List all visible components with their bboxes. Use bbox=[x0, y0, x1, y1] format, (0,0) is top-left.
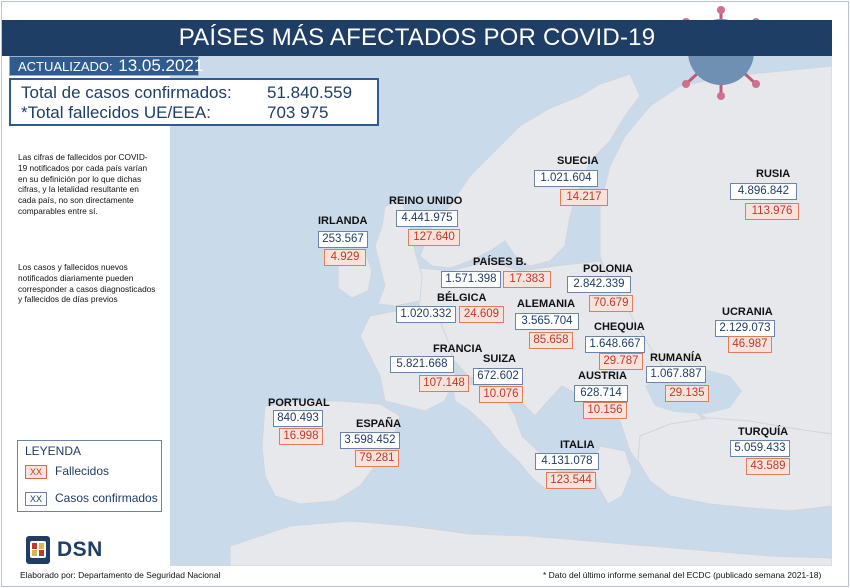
updated-label: ACTUALIZADO: bbox=[18, 59, 113, 74]
cases-box-espana: 3.598.452 bbox=[340, 432, 400, 449]
cases-box-suecia: 1.021.604 bbox=[534, 170, 598, 187]
total-cases-row: Total de casos confirmados: 51.840.559 bbox=[21, 83, 352, 103]
legend-swatch-cases: XX bbox=[25, 491, 47, 506]
cases-box-polonia: 2.842.339 bbox=[567, 276, 631, 293]
updated-badge: ACTUALIZADO: 13.05.2021 bbox=[9, 56, 203, 76]
country-name-espana: ESPAÑA bbox=[356, 418, 402, 430]
legend-item-cases: XX Casos confirmados bbox=[25, 491, 158, 506]
total-deaths-row: *Total fallecidos UE/EEA: 703 975 bbox=[21, 103, 328, 123]
cases-box-alemania: 3.565.704 bbox=[515, 313, 579, 330]
note-daily-reports: Los casos y fallecidos nuevos notificado… bbox=[18, 262, 156, 305]
deaths-box-turquia: 43.589 bbox=[746, 458, 790, 475]
deaths-box-austria: 10.156 bbox=[583, 402, 627, 419]
country-name-suiza: SUIZA bbox=[483, 353, 516, 365]
country-name-alemania: ALEMANIA bbox=[517, 298, 576, 310]
country-name-rusia: RUSIA bbox=[756, 168, 791, 180]
country-name-polonia: POLONIA bbox=[583, 263, 634, 275]
country-name-rumania: RUMANÍA bbox=[650, 352, 702, 364]
deaths-box-alemania: 85.658 bbox=[529, 332, 573, 349]
land-scandinavia bbox=[419, 73, 641, 269]
deaths-box-portugal: 16.998 bbox=[279, 428, 323, 445]
deaths-box-rumania: 29.135 bbox=[665, 385, 709, 402]
deaths-box-italia: 123.544 bbox=[546, 472, 596, 489]
cases-box-paises-bajos: 1.571.398 bbox=[441, 271, 501, 288]
deaths-box-suiza: 10.076 bbox=[479, 386, 523, 403]
logo-text: DSN bbox=[57, 538, 103, 561]
deaths-box-chequia: 29.787 bbox=[599, 353, 643, 370]
deaths-box-ucrania: 46.987 bbox=[728, 336, 772, 353]
cases-box-ucrania: 2.129.073 bbox=[715, 320, 775, 337]
updated-date: 13.05.2021 bbox=[118, 56, 204, 75]
country-name-chequia: CHEQUIA bbox=[594, 321, 645, 333]
cases-box-rusia: 4.896.842 bbox=[730, 183, 797, 200]
deaths-box-francia: 107.148 bbox=[419, 375, 469, 392]
country-name-portugal: PORTUGAL bbox=[268, 397, 330, 409]
deaths-box-paises-bajos: 17.383 bbox=[503, 271, 551, 288]
cases-box-belgica: 1.020.332 bbox=[396, 306, 456, 323]
page-title: PAÍSES MÁS AFECTADOS POR COVID-19 bbox=[178, 24, 656, 51]
deaths-box-reino-unido: 127.640 bbox=[408, 229, 460, 246]
total-deaths-label: *Total fallecidos UE/EEA: bbox=[21, 103, 211, 122]
cases-box-suiza: 672.602 bbox=[473, 368, 523, 385]
note-definitions: Las cifras de fallecidos por COVID-19 no… bbox=[18, 152, 148, 216]
legend-swatch-deaths: XX bbox=[25, 464, 47, 479]
total-cases-value: 51.840.559 bbox=[267, 83, 353, 102]
country-name-francia: FRANCIA bbox=[433, 343, 483, 355]
total-cases-label: Total de casos confirmados: bbox=[21, 83, 232, 102]
cases-box-irlanda: 253.567 bbox=[318, 231, 368, 248]
country-name-italia: ITALIA bbox=[560, 439, 595, 451]
credit-line: Elaborado por: Departamento de Seguridad… bbox=[20, 570, 221, 580]
cases-box-chequia: 1.648.667 bbox=[585, 336, 645, 353]
totals-box: Total de casos confirmados: 51.840.559 *… bbox=[9, 78, 379, 126]
cases-box-francia: 5.821.668 bbox=[390, 356, 454, 373]
land-north-africa bbox=[229, 520, 832, 566]
title-bar: PAÍSES MÁS AFECTADOS POR COVID-19 bbox=[2, 20, 832, 56]
dsn-logo: DSN bbox=[23, 534, 123, 568]
coat-of-arms-icon bbox=[26, 536, 50, 564]
country-name-reino-unido: REINO UNIDO bbox=[389, 195, 463, 207]
country-name-suecia: SUECIA bbox=[557, 155, 599, 167]
legend-label-deaths: Fallecidos bbox=[55, 464, 110, 478]
legend-item-deaths: XX Fallecidos bbox=[25, 464, 109, 479]
legend: LEYENDA XX Fallecidos XX Casos confirmados bbox=[17, 440, 162, 512]
deaths-box-polonia: 70.679 bbox=[589, 295, 633, 312]
country-name-turquia: TURQUÍA bbox=[738, 426, 789, 438]
deaths-box-rusia: 113.976 bbox=[745, 203, 799, 220]
deaths-box-belgica: 24.609 bbox=[459, 306, 504, 323]
footnote: * Dato del último informe semanal del EC… bbox=[543, 570, 822, 580]
cases-box-turquia: 5.059.433 bbox=[730, 440, 790, 457]
cases-box-portugal: 840.493 bbox=[273, 410, 323, 427]
cases-box-reino-unido: 4.441.975 bbox=[396, 210, 458, 227]
country-name-paises-bajos: PAÍSES B. bbox=[473, 256, 527, 268]
country-name-ucrania: UCRANIA bbox=[722, 306, 773, 318]
cases-box-rumania: 1.067.887 bbox=[646, 366, 706, 383]
country-name-irlanda: IRLANDA bbox=[318, 215, 368, 227]
cases-box-italia: 4.131.078 bbox=[535, 453, 599, 470]
cases-box-austria: 628.714 bbox=[574, 385, 628, 402]
country-name-belgica: BÉLGICA bbox=[437, 292, 487, 304]
deaths-box-suecia: 14.217 bbox=[560, 189, 608, 206]
legend-title: LEYENDA bbox=[25, 444, 82, 458]
total-deaths-value: 703 975 bbox=[267, 103, 329, 122]
deaths-box-espana: 79.281 bbox=[355, 450, 399, 467]
legend-label-cases: Casos confirmados bbox=[55, 491, 158, 505]
deaths-box-irlanda: 4.929 bbox=[324, 249, 366, 266]
country-name-austria: AUSTRIA bbox=[578, 370, 627, 382]
